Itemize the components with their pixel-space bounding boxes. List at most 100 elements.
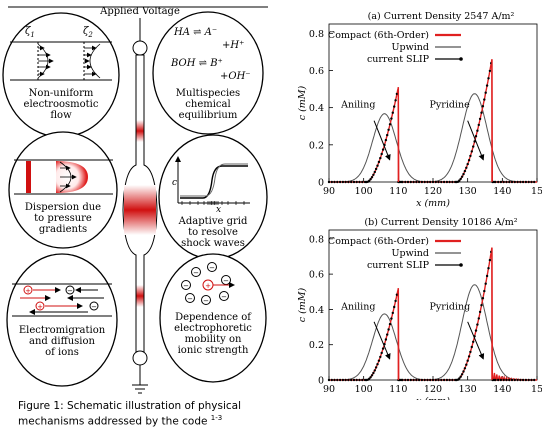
slip-point [502,378,505,382]
annotation-arrow [373,120,391,161]
ellipse-adaptive-grid: c x Adaptive grid to resolve shock waves [158,134,268,260]
ellipse-chem-equilibrium: HA ⇌ A⁻ +H⁺ BOH ⇌ B⁺ +OH⁻ Multispecies c… [152,11,264,135]
legend-marker [459,57,463,61]
sample-band-2 [124,185,156,235]
slip-point [485,84,489,87]
legend-label: current SLIP [367,260,430,271]
slip-point [451,378,454,382]
slip-point [355,378,358,382]
em-caption-1: Electromigration [19,325,106,336]
ion-cloud: − − − − + − − − [181,262,235,305]
figure-caption: Figure 1: Schematic illustration of phys… [18,400,278,428]
slip-point [358,378,361,382]
ellipse-mobility: − − − − + − − − Dependence of electropho… [159,253,267,383]
chem-caption-2: chemical [185,99,230,110]
zeta1-label: ζ1 [25,26,35,39]
em-caption-3: of ions [45,347,79,358]
slip-point [434,180,437,184]
slip-point [440,180,443,184]
slip-point [368,179,371,182]
legend-label: Upwind [392,248,429,259]
slip-point [521,180,525,184]
series-upwind [329,284,537,381]
slip-point [406,180,410,184]
slip-point [420,378,424,382]
schematic: Applied Voltage ζ1 ζ2 [2,6,268,394]
svg-text:−: − [67,287,73,295]
slip-point [448,378,451,382]
slip-point [429,378,432,382]
slip-point [474,135,478,138]
velocity-profile-1 [37,43,54,79]
slip-point [440,378,443,382]
legend-label: Upwind [392,42,429,53]
eo-caption-2: electroosmotic [24,99,99,110]
slip-point [338,378,342,382]
mob-caption-4: ionic strength [178,345,249,356]
slip-point [379,355,382,359]
slip-point [404,180,407,184]
ellipse-electromigration: + − + − Electromigration and diffusion o… [6,253,118,387]
slip-point [470,345,473,349]
slip-point [494,378,497,382]
slip-point [429,180,432,184]
slip-point [423,180,426,184]
reaction-2: BOH ⇌ B⁺ [170,58,223,69]
slip-point [391,111,394,114]
x-axis-label: x (mm) [416,396,450,400]
slip-point [330,378,333,382]
slip-point [390,317,393,320]
slip-point [524,180,528,184]
svg-text:−: − [209,264,215,272]
slip-point [369,178,372,181]
slip-point [437,378,440,382]
slip-point [333,378,336,382]
reaction-2b: +OH⁻ [220,71,251,82]
slip-point [437,180,440,184]
x-tick-label: 90 [323,186,335,197]
mob-caption-2: electrophoretic [174,323,252,334]
slip-point [469,350,472,354]
slip-point [409,378,412,382]
slip-point [415,180,418,184]
slip-point [445,378,449,382]
slip-point [370,374,374,377]
slip-point [394,99,397,102]
annotation-arrow [467,321,485,360]
y-tick-label: 0.4 [309,305,324,316]
slip-point [513,180,516,184]
slip-point [377,160,381,164]
x-tick-label: 15 [531,186,542,197]
mob-caption-1: Dependence of [175,312,252,323]
channel [122,40,158,394]
svg-text:+: + [25,287,31,295]
slip-point [460,373,464,376]
slip-point [395,293,399,296]
x-axis-label: x (mm) [416,198,450,209]
slip-point [386,133,389,137]
slip-point [358,180,361,184]
disp-caption-3: gradients [39,224,87,235]
slip-point [336,378,339,382]
slip-point [459,177,462,181]
slip-point [372,173,375,176]
slip-point [467,355,471,358]
annotation-aniling: Aniling [340,301,375,312]
slip-point [373,369,376,372]
x-tick-label: 140 [493,384,511,395]
slip-point [426,378,429,382]
velocity-profile-2 [84,43,101,79]
chem-caption-1: Multispecies [176,88,240,99]
slip-point [420,180,424,184]
slip-point [412,180,415,184]
chem-caption-3: equilibrium [179,110,238,121]
slip-point [505,180,508,184]
slip-point [434,378,437,382]
grid-caption-3: shock waves [181,238,245,249]
slip-point [519,378,522,382]
slip-point [442,180,446,184]
ellipse-dispersion: Dispersion due to pressure gradients [8,131,118,249]
y-tick-label: 0.4 [309,103,324,114]
